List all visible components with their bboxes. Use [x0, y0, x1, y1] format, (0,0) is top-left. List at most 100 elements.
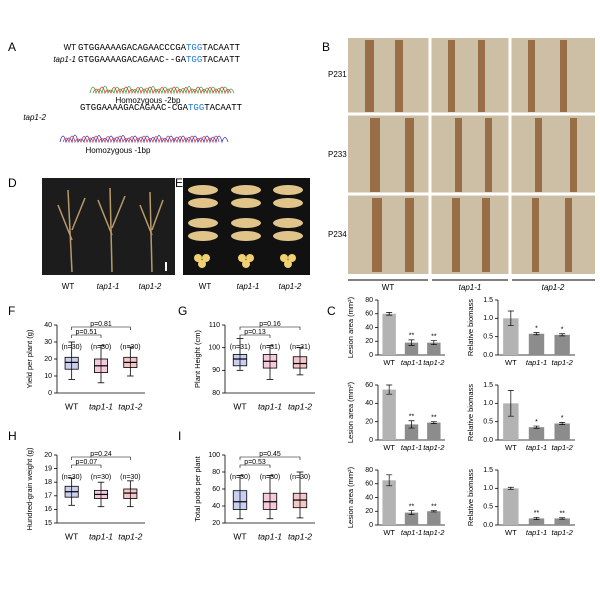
note: Homozygous -1bp	[86, 146, 151, 155]
bracket	[71, 456, 131, 460]
n-label: (n=30)	[120, 474, 140, 481]
col-label: tap1-1	[459, 283, 482, 292]
p-label: p=0.13	[244, 329, 266, 336]
significance-label: **	[534, 510, 540, 517]
y-axis-label: Lesion area (mm²)	[346, 466, 355, 528]
y-tick-label: 60	[212, 486, 220, 493]
n-label: (n=30)	[61, 474, 81, 481]
y-tick-label: 100	[208, 452, 220, 459]
bracket	[71, 464, 102, 468]
y-tick-label: 1.5	[483, 382, 493, 389]
x-tick-label: tap1-1	[401, 443, 422, 452]
error-bar	[559, 517, 566, 520]
row-label: P234	[328, 230, 347, 239]
bar	[404, 342, 419, 355]
plant-label: tap1-1	[97, 282, 120, 291]
bar	[427, 511, 441, 525]
error-bar	[408, 339, 415, 346]
sequence-part: TGG	[186, 43, 202, 53]
y-tick-label: 40	[365, 400, 373, 407]
y-tick-label: 90	[212, 367, 220, 374]
genotype-label: WT	[64, 43, 77, 52]
box	[292, 356, 308, 369]
y-axis-label: Relative biomass	[466, 384, 475, 441]
bar	[528, 333, 545, 355]
y-axis-label: Lesion area (mm²)	[346, 381, 355, 443]
error-bar	[386, 384, 393, 395]
y-tick-label: 40	[365, 324, 373, 331]
y-tick-label: 18	[44, 479, 52, 486]
x-tick-label: tap1-2	[552, 358, 574, 367]
y-axis-label: Plant Height (cm)	[193, 330, 202, 388]
panel-letter: B	[322, 40, 330, 54]
bar	[503, 488, 519, 525]
significance-label: **	[559, 511, 565, 518]
n-label: (n=30)	[260, 474, 280, 481]
y-tick-label: 1.5	[483, 467, 493, 474]
error-bar	[386, 312, 393, 316]
box	[64, 356, 79, 370]
y-tick-label: 0.0	[483, 352, 493, 359]
n-label: (n=31)	[290, 344, 310, 351]
y-axis-label: Yield per plant (g)	[25, 329, 34, 388]
error-bar	[430, 421, 437, 424]
chromatogram	[59, 85, 235, 144]
seed-label: WT	[199, 282, 212, 291]
bar	[427, 422, 441, 440]
panel-letter: F	[8, 304, 15, 318]
genotype-label: tap1-1	[53, 55, 76, 64]
error-bar	[533, 425, 540, 429]
plant-label: WT	[62, 282, 75, 291]
x-tick-label: WT	[65, 401, 78, 411]
y-tick-label: 0	[369, 437, 373, 444]
y-tick-label: 30	[44, 339, 52, 346]
significance-label: *	[535, 419, 538, 426]
bar	[382, 480, 396, 525]
significance-label: **	[431, 333, 437, 340]
x-tick-label: WT	[505, 443, 517, 452]
x-tick-label: tap1-2	[552, 443, 574, 452]
n-label: (n=30)	[120, 344, 140, 351]
error-bar	[507, 310, 514, 327]
error-bar	[507, 390, 514, 417]
x-tick-label: WT	[383, 443, 395, 452]
y-tick-label: 60	[365, 481, 373, 488]
x-tick-label: tap1-2	[288, 531, 312, 541]
y-tick-label: 1.0	[483, 315, 493, 322]
sequence-part: TACAATT	[204, 103, 242, 113]
y-tick-label: 20	[365, 419, 373, 426]
x-tick-label: tap1-1	[401, 528, 422, 537]
significance-label: **	[409, 414, 415, 421]
n-label: (n=30)	[230, 474, 250, 481]
bar	[404, 424, 419, 440]
p-label: p=0.07	[76, 459, 98, 466]
x-tick-label: tap1-2	[423, 528, 445, 537]
bar	[554, 518, 570, 525]
seed-label: tap1-2	[279, 282, 302, 291]
significance-label: **	[409, 503, 415, 510]
error-bar	[533, 332, 540, 336]
bracket	[71, 334, 102, 338]
bar	[554, 423, 570, 440]
y-tick-label: 20	[365, 508, 373, 515]
y-tick-label: 0.5	[483, 334, 493, 341]
panel-letter: C	[327, 304, 336, 318]
bracket	[239, 464, 271, 468]
error-bar	[533, 516, 540, 520]
y-tick-label: 80	[212, 469, 220, 476]
row-label: P231	[328, 70, 347, 79]
error-bar	[386, 474, 393, 487]
y-tick-label: 20	[44, 452, 52, 459]
seed-label: tap1-1	[237, 282, 260, 291]
y-tick-label: 100	[208, 345, 220, 352]
y-tick-label: 80	[365, 467, 373, 474]
y-tick-label: 0.0	[483, 522, 493, 529]
y-axis-label: Relative biomass	[466, 299, 475, 356]
error-bar	[559, 422, 566, 425]
significance-label: *	[561, 415, 564, 422]
x-tick-label: tap1-2	[552, 528, 574, 537]
p-label: p=0.16	[259, 321, 281, 328]
significance-label: *	[535, 325, 538, 332]
bar	[528, 427, 545, 440]
n-label: (n=30)	[91, 474, 111, 481]
